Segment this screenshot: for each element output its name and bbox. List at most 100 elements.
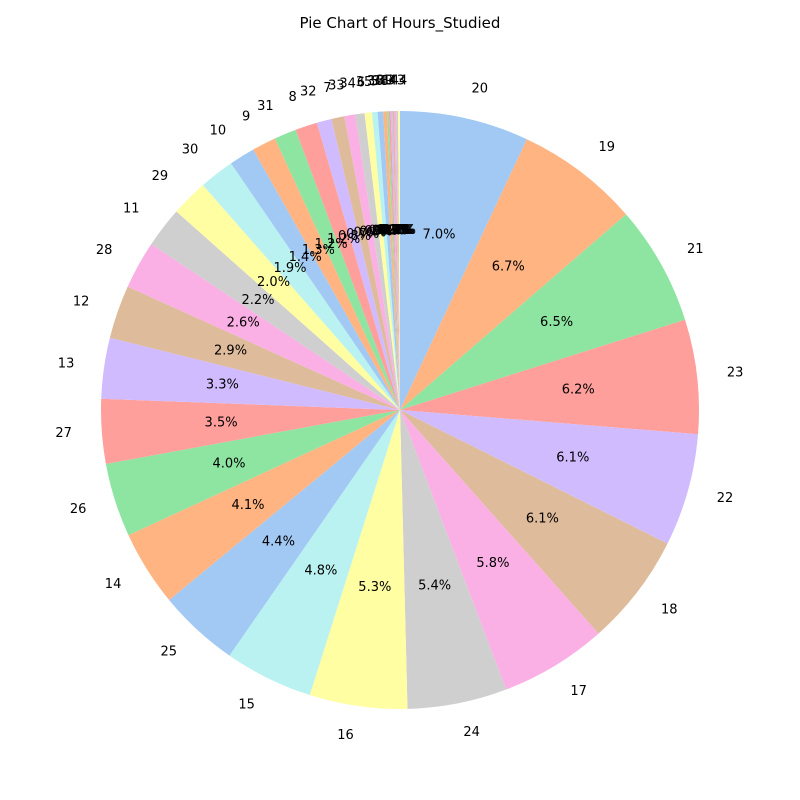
category-label-15: 15 bbox=[238, 698, 255, 713]
category-label-17: 17 bbox=[570, 684, 587, 699]
percent-label-12: 2.9% bbox=[214, 344, 247, 359]
percent-label-22: 6.1% bbox=[556, 451, 589, 466]
percent-label-39: 0.1% bbox=[380, 223, 413, 238]
percent-label-18: 6.1% bbox=[526, 512, 559, 527]
pie-slice-15 bbox=[229, 410, 400, 696]
category-label-27: 27 bbox=[55, 426, 72, 441]
category-label-33: 33 bbox=[328, 78, 345, 93]
pie-slice-32 bbox=[316, 118, 400, 411]
pie-slice-11 bbox=[151, 211, 400, 410]
pie-slice-24 bbox=[400, 410, 507, 709]
percent-label-43: 0.1% bbox=[382, 223, 415, 238]
pie-slice-36 bbox=[383, 111, 400, 410]
percent-label-35: 0.3% bbox=[368, 224, 401, 239]
category-label-24: 24 bbox=[463, 725, 480, 740]
pie-slice-8 bbox=[295, 122, 400, 410]
percent-label-33: 0.6% bbox=[353, 226, 386, 241]
percent-label-6: 0.4% bbox=[364, 224, 397, 239]
category-label-25: 25 bbox=[161, 644, 178, 659]
percent-label-24: 5.4% bbox=[418, 579, 451, 594]
category-label-16: 16 bbox=[337, 728, 354, 743]
category-label-26: 26 bbox=[70, 502, 87, 517]
pie-slice-28 bbox=[127, 244, 400, 410]
pie-slice-34 bbox=[355, 113, 400, 410]
category-label-21: 21 bbox=[687, 242, 704, 257]
percent-labels: 7.0% 6.7% 6.5% 6.2% 6.1% 6.1% 5.8% 5.4% 5.3% 4.8%… bbox=[205, 223, 595, 595]
percent-label-20: 7.0% bbox=[422, 227, 455, 242]
percent-label-4: 0.1% bbox=[376, 223, 409, 238]
pie-slice-13 bbox=[101, 337, 401, 410]
percent-label-8: 1.2% bbox=[327, 232, 360, 247]
pie-slice-31 bbox=[274, 129, 400, 410]
pie-slice-6 bbox=[364, 112, 400, 410]
pie-slice-25 bbox=[169, 410, 400, 656]
category-label-10: 10 bbox=[210, 123, 227, 138]
pie-slice-17 bbox=[400, 410, 599, 690]
category-labels: 2019212322181724161525142627131228112930… bbox=[55, 74, 743, 744]
pie-slice-4 bbox=[386, 111, 400, 411]
pie-slice-19 bbox=[400, 139, 627, 410]
percent-label-7: 0.7% bbox=[346, 227, 379, 242]
percent-label-5: 0.3% bbox=[372, 223, 405, 238]
percent-label-25: 4.4% bbox=[262, 534, 295, 549]
pie-slices bbox=[101, 111, 699, 709]
category-label-23: 23 bbox=[727, 366, 744, 381]
chart-title: Pie Chart of Hours_Studied bbox=[300, 14, 501, 33]
pie-slice-22 bbox=[400, 410, 699, 544]
category-label-1: 1 bbox=[382, 74, 390, 89]
category-label-18: 18 bbox=[661, 603, 678, 618]
pie-slice-30 bbox=[202, 163, 400, 410]
percent-label-30: 1.9% bbox=[273, 261, 306, 276]
percent-label-21: 6.5% bbox=[540, 315, 573, 330]
pie-slice-33 bbox=[344, 114, 400, 410]
category-label-7: 7 bbox=[323, 81, 331, 96]
category-label-32: 32 bbox=[300, 84, 317, 99]
category-label-22: 22 bbox=[717, 491, 734, 506]
percent-label-44: 0.1% bbox=[383, 223, 416, 238]
percent-label-3: 0.1% bbox=[381, 223, 414, 238]
percent-label-29: 2.0% bbox=[257, 275, 290, 290]
percent-label-27: 3.5% bbox=[205, 415, 238, 430]
pie-slice-38 bbox=[388, 111, 400, 410]
percent-label-1: 0.1% bbox=[378, 223, 411, 238]
category-label-8: 8 bbox=[289, 90, 297, 105]
category-label-13: 13 bbox=[58, 356, 75, 371]
percent-label-34: 0.5% bbox=[359, 225, 392, 240]
category-label-34: 34 bbox=[339, 77, 356, 92]
category-label-44: 44 bbox=[391, 74, 408, 89]
percent-label-28: 2.6% bbox=[227, 315, 260, 330]
category-label-11: 11 bbox=[123, 202, 140, 217]
pie-slice-3 bbox=[394, 111, 400, 410]
percent-label-10: 1.4% bbox=[289, 250, 322, 265]
category-label-35: 35 bbox=[356, 75, 373, 90]
percent-label-16: 5.3% bbox=[358, 580, 391, 595]
percent-label-15: 4.8% bbox=[304, 564, 337, 579]
pie-slice-27 bbox=[101, 398, 401, 464]
category-label-36: 36 bbox=[367, 74, 384, 89]
pie-slice-10 bbox=[230, 149, 400, 411]
percent-label-17: 5.8% bbox=[476, 556, 509, 571]
pie-slice-16 bbox=[309, 410, 408, 709]
category-label-3: 3 bbox=[387, 74, 395, 89]
pie-slice-1 bbox=[390, 111, 400, 410]
pie-slice-14 bbox=[128, 410, 400, 600]
percent-label-9: 1.3% bbox=[302, 243, 335, 258]
category-label-9: 9 bbox=[242, 110, 250, 125]
pie-slice-7 bbox=[331, 116, 400, 410]
pie-slice-9 bbox=[253, 138, 400, 410]
category-label-29: 29 bbox=[152, 169, 169, 184]
percent-label-13: 3.3% bbox=[206, 377, 239, 392]
pie-slice-5 bbox=[377, 111, 400, 411]
pie-slice-18 bbox=[400, 410, 668, 634]
pie-slice-26 bbox=[105, 410, 400, 536]
percent-label-14: 4.1% bbox=[231, 498, 264, 513]
pie-slice-21 bbox=[400, 214, 686, 410]
category-label-43: 43 bbox=[389, 74, 406, 89]
percent-label-32: 0.8% bbox=[338, 229, 371, 244]
percent-label-26: 4.0% bbox=[212, 457, 245, 472]
category-label-6: 6 bbox=[357, 75, 365, 90]
category-label-14: 14 bbox=[105, 577, 122, 592]
pie-slice-23 bbox=[400, 319, 699, 435]
category-label-39: 39 bbox=[376, 74, 393, 89]
